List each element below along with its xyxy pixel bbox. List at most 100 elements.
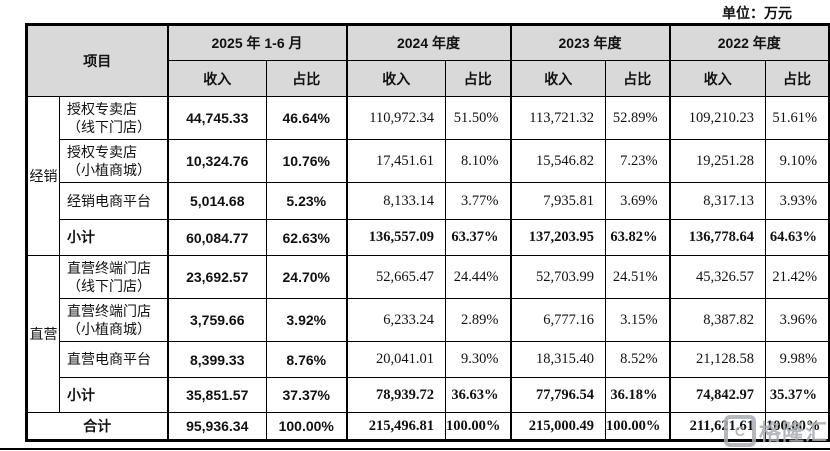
page-bottom-rule	[0, 448, 830, 450]
cell: 62.63%	[266, 219, 347, 256]
cell: 35,851.57	[166, 377, 267, 413]
cell: 3.96%	[765, 298, 830, 342]
cell: 9.98%	[765, 341, 830, 378]
cell: 136,557.09	[345, 219, 446, 256]
table-row: 直营 直营终端门店 （线下门店） 23,692.57 24.70% 52,665…	[26, 255, 830, 413]
cell: 7.23%	[605, 139, 671, 183]
cell: 35.37%	[765, 377, 830, 413]
table-row: 经销电商平台 5,014.68 5.23% 8,133.14 3.77% 7,9…	[27, 182, 830, 220]
table-row: 直营终端门店 （小植商城） 3,759.66 3.92% 6,233.24 2.…	[27, 298, 830, 342]
group-label-direct: 直营	[26, 255, 60, 413]
cell: 21,128.58	[668, 341, 767, 378]
cell: 137,203.95	[509, 219, 607, 256]
row-label-total: 合计	[26, 412, 168, 441]
table-row: 直营电商平台 8,399.33 8.76% 20,041.01 9.30% 18…	[27, 341, 830, 378]
cell: 8,317.13	[668, 182, 767, 220]
cell: 74,842.97	[668, 377, 767, 413]
header-period-2024: 2024 年度	[345, 24, 512, 61]
cell: 10.76%	[266, 139, 347, 183]
cell: 20,041.01	[345, 341, 446, 378]
header-row-periods: 项目 2025 年 1-6 月 2024 年度 2023 年度 2022 年度	[26, 24, 830, 97]
cell: 3.92%	[266, 298, 347, 342]
row-label: 小计	[59, 377, 168, 413]
cell: 77,796.54	[509, 377, 607, 413]
row-label: 授权专卖店 （线下门店）	[59, 96, 168, 140]
subtotal-row-direct: 小计 35,851.57 37.37% 78,939.72 36.63% 77,…	[27, 377, 830, 413]
header-share-2024: 占比	[444, 60, 512, 97]
cell: 21.42%	[765, 255, 830, 299]
header-period-2025: 2025 年 1-6 月	[166, 24, 347, 61]
cell: 36.63%	[444, 377, 512, 413]
cell: 3.93%	[765, 182, 830, 220]
cell: 110,972.34	[345, 96, 446, 140]
cell: 24.51%	[605, 255, 671, 299]
cell: 46.64%	[266, 96, 347, 140]
cell: 100.00%	[605, 412, 671, 441]
cell: 2.89%	[444, 298, 512, 342]
cell: 24.44%	[444, 255, 512, 299]
cell: 9.30%	[444, 341, 512, 378]
header-income-2022: 收入	[668, 60, 767, 97]
cell: 109,210.23	[668, 96, 767, 140]
cell: 64.63%	[765, 219, 830, 256]
row-label: 直营终端门店 （小植商城）	[59, 298, 168, 342]
cell: 7,935.81	[509, 182, 607, 220]
cell: 51.61%	[765, 96, 830, 140]
cell: 8.76%	[266, 341, 347, 378]
cell: 10,324.76	[166, 139, 267, 183]
cell: 52,665.47	[345, 255, 446, 299]
cell: 63.82%	[605, 219, 671, 256]
cell: 100.00%	[266, 412, 347, 441]
header-row-metrics: 收入 占比 收入 占比 收入 占比 收入 占比	[27, 60, 830, 97]
header-income-2024: 收入	[345, 60, 446, 97]
total-row: 合计 95,936.34 100.00% 215,496.81 100.00% …	[26, 412, 830, 441]
row-label: 授权专卖店 （小植商城）	[59, 139, 168, 183]
cell: 8,133.14	[345, 182, 446, 220]
cell: 52,703.99	[509, 255, 607, 299]
cell: 3,759.66	[166, 298, 267, 342]
cell: 3.15%	[605, 298, 671, 342]
cell: 8,399.33	[166, 341, 267, 378]
cell: 100.00%	[444, 412, 512, 441]
cell: 63.37%	[444, 219, 512, 256]
row-label: 直营电商平台	[59, 341, 168, 378]
cell: 52.89%	[605, 96, 671, 140]
row-label: 经销电商平台	[59, 182, 168, 220]
row-label: 小计	[59, 219, 168, 256]
cell: 215,496.81	[345, 412, 446, 441]
subtotal-row-distribution: 小计 60,084.77 62.63% 136,557.09 63.37% 13…	[27, 219, 830, 256]
cell: 3.77%	[444, 182, 512, 220]
cell: 3.69%	[605, 182, 671, 220]
header-share-2023: 占比	[605, 60, 671, 97]
row-label: 直营终端门店 （线下门店）	[59, 255, 168, 299]
header-income-2023: 收入	[509, 60, 607, 97]
cell: 24.70%	[266, 255, 347, 299]
cell: 44,745.33	[166, 96, 267, 140]
cell: 6,233.24	[345, 298, 446, 342]
header-period-2023: 2023 年度	[509, 24, 671, 61]
header-income-2025: 收入	[166, 60, 267, 97]
cell: 60,084.77	[166, 219, 267, 256]
cell: 5.23%	[266, 182, 347, 220]
cell: 8.10%	[444, 139, 512, 183]
cell: 95,936.34	[166, 412, 267, 441]
cell: 8.52%	[605, 341, 671, 378]
cell: 5,014.68	[166, 182, 267, 220]
header-item: 项目	[26, 24, 168, 97]
revenue-breakdown-table: 项目 2025 年 1-6 月 2024 年度 2023 年度 2022 年度 …	[25, 23, 830, 442]
header-period-2022: 2022 年度	[668, 24, 830, 61]
cell: 36.18%	[605, 377, 671, 413]
cell: 51.50%	[444, 96, 512, 140]
cell: 215,000.49	[509, 412, 607, 441]
cell: 37.37%	[266, 377, 347, 413]
group-label-distribution: 经销	[26, 96, 60, 256]
cell: 113,721.32	[509, 96, 607, 140]
cell: 136,778.64	[668, 219, 767, 256]
cell: 15,546.82	[509, 139, 607, 183]
cell: 9.10%	[765, 139, 830, 183]
cell: 100.00%	[765, 412, 830, 441]
table-row: 经销 授权专卖店 （线下门店） 44,745.33 46.64% 110,972…	[26, 96, 830, 256]
cell: 18,315.40	[509, 341, 607, 378]
unit-label: 单位：万元	[722, 5, 792, 21]
cell: 211,621.61	[668, 412, 767, 441]
